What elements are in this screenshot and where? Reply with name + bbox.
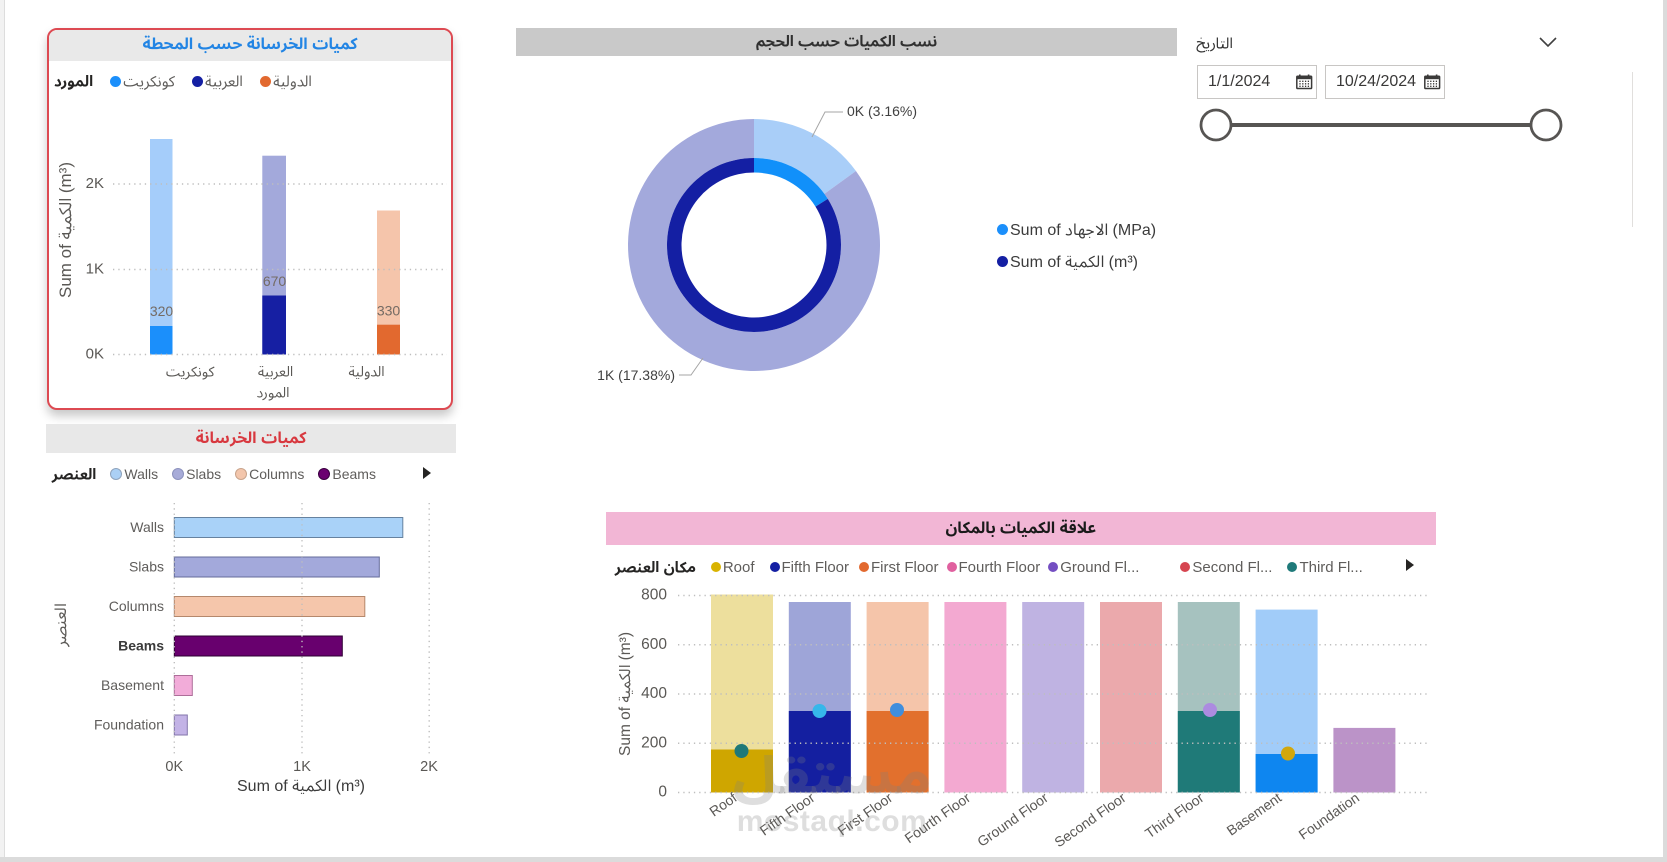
svg-text:200: 200 [641,734,667,751]
svg-text:Sum of الكمية (m³): Sum of الكمية (m³) [56,162,75,298]
svg-text:Walls: Walls [130,519,164,535]
svg-text:كونكريت: كونكريت [166,363,215,380]
svg-text:العنصر: العنصر [53,603,70,648]
svg-text:Columns: Columns [109,598,164,614]
svg-text:800: 800 [641,587,667,604]
svg-text:Sum of الكمية (m³): Sum of الكمية (m³) [237,778,365,795]
svg-text:الدولية: الدولية [348,363,384,380]
svg-text:Basement: Basement [1223,789,1284,838]
svg-text:Foundation: Foundation [1296,789,1363,842]
svg-text:Foundation: Foundation [94,717,164,733]
svg-text:670: 670 [263,273,287,289]
svg-text:400: 400 [641,685,667,702]
svg-text:Second Floor: Second Floor [1051,789,1129,850]
svg-text:Third Floor: Third Floor [1142,789,1207,841]
svg-text:2K: 2K [420,759,438,775]
svg-text:2K: 2K [86,175,104,192]
svg-text:1K: 1K [293,759,311,775]
svg-text:0: 0 [658,784,667,801]
svg-text:Sum of الكمية (m³): Sum of الكمية (m³) [617,632,634,756]
svg-text:600: 600 [641,636,667,653]
svg-text:Slabs: Slabs [129,559,164,575]
svg-text:0K (3.16%): 0K (3.16%) [847,103,917,119]
svg-text:0K: 0K [165,759,183,775]
svg-text:330: 330 [377,303,401,319]
svg-text:1K (17.38%): 1K (17.38%) [597,367,675,383]
svg-text:1K: 1K [86,261,104,278]
svg-text:0K: 0K [86,346,104,363]
svg-text:320: 320 [150,303,174,319]
svg-text:Beams: Beams [118,638,164,654]
svg-text:العربية: العربية [258,363,294,380]
svg-text:المورد: المورد [256,384,289,401]
svg-text:Basement: Basement [101,677,164,693]
